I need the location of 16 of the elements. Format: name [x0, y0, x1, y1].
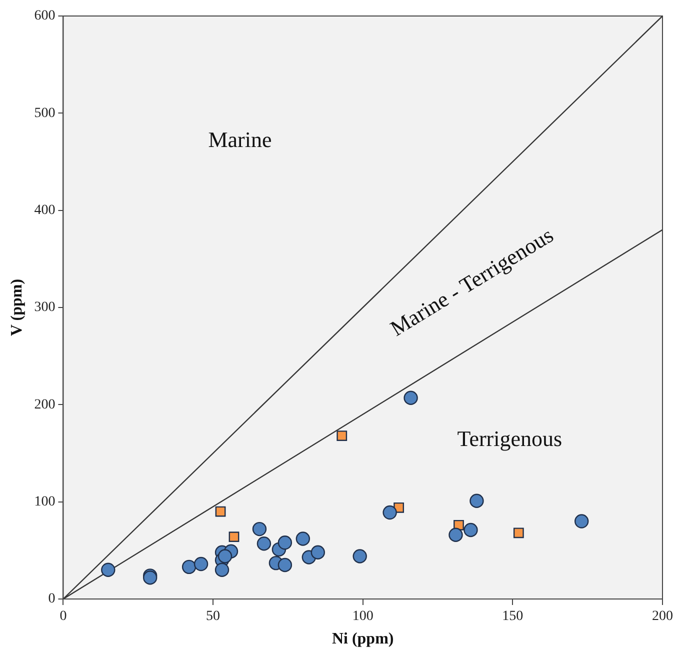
y-tick-label: 200: [34, 397, 56, 412]
y-tick-label: 600: [34, 8, 56, 24]
x-tick-label: 100: [352, 609, 374, 624]
y-tick-label: 100: [34, 494, 56, 510]
x-tick-label: 150: [502, 609, 524, 624]
y-axis-title: V (ppm): [8, 278, 26, 336]
annotation: Terrigenous: [457, 426, 562, 452]
x-tick-label: 50: [206, 609, 220, 624]
y-tick-label: 400: [34, 203, 56, 218]
y-tick-label: 0: [48, 592, 56, 607]
x-tick-label: 200: [652, 609, 673, 624]
y-tick-label: 500: [34, 106, 56, 121]
x-tick-label: 0: [60, 609, 67, 624]
x-axis-title: Ni (ppm): [332, 630, 394, 648]
annotation: Marine: [208, 127, 272, 152]
y-tick-label: 300: [34, 300, 56, 316]
